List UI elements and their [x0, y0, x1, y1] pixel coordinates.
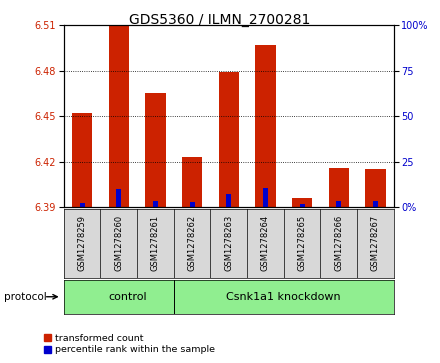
Bar — [255, 45, 275, 207]
Bar — [182, 157, 202, 207]
Bar — [263, 188, 268, 207]
Text: GDS5360 / ILMN_2700281: GDS5360 / ILMN_2700281 — [129, 13, 311, 27]
Bar — [153, 201, 158, 207]
Bar — [116, 189, 121, 207]
Legend: transformed count, percentile rank within the sample: transformed count, percentile rank withi… — [40, 330, 219, 358]
Bar — [219, 72, 239, 207]
Text: GSM1278259: GSM1278259 — [77, 215, 87, 271]
Text: GSM1278264: GSM1278264 — [261, 215, 270, 271]
Text: GSM1278261: GSM1278261 — [151, 215, 160, 271]
Bar — [145, 93, 165, 207]
Bar — [292, 198, 312, 207]
Text: GSM1278263: GSM1278263 — [224, 215, 233, 271]
Text: control: control — [109, 292, 147, 302]
Text: protocol: protocol — [4, 292, 47, 302]
Bar — [190, 202, 194, 207]
Text: GSM1278267: GSM1278267 — [371, 215, 380, 271]
Text: Csnk1a1 knockdown: Csnk1a1 knockdown — [227, 292, 341, 302]
Bar — [72, 113, 92, 207]
Text: GSM1278262: GSM1278262 — [187, 215, 197, 271]
Text: GSM1278266: GSM1278266 — [334, 215, 343, 271]
Text: GSM1278265: GSM1278265 — [297, 215, 307, 271]
Bar — [365, 169, 385, 207]
Bar — [329, 168, 349, 207]
Bar — [373, 201, 378, 207]
Bar — [226, 194, 231, 207]
Bar — [336, 200, 341, 207]
Bar — [80, 203, 84, 207]
Text: GSM1278260: GSM1278260 — [114, 215, 123, 271]
Bar — [300, 204, 304, 207]
Bar — [109, 25, 129, 207]
